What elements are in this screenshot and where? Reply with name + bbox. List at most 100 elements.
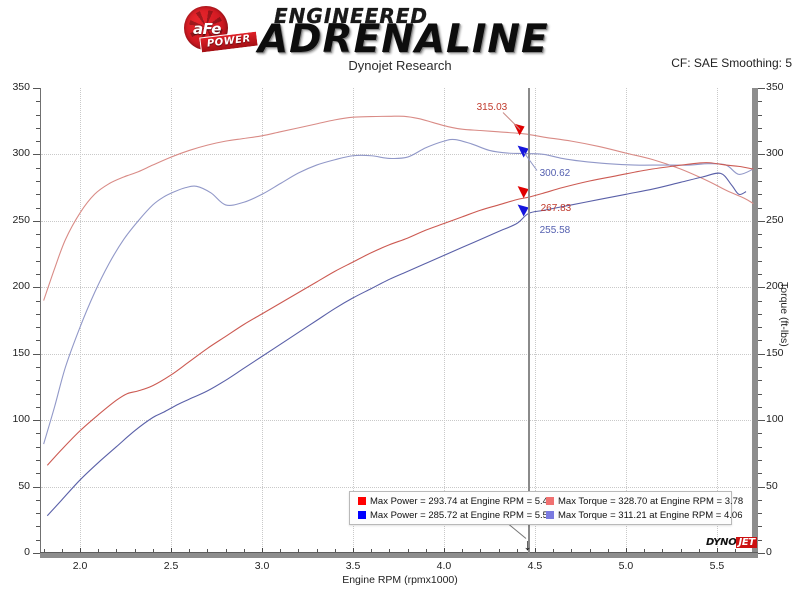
- y-tick: [758, 287, 765, 289]
- x-minor-tick: [735, 549, 737, 553]
- x-tick: [80, 548, 82, 553]
- legend-box: Max Power = 293.74 at Engine RPM = 5.46 …: [349, 491, 743, 525]
- y-tick: [33, 486, 40, 488]
- y-minor-tick: [36, 194, 40, 196]
- series-line-2: [46, 161, 754, 466]
- afe-power-logo: aFe POWER: [178, 6, 270, 54]
- brand-block: aFe POWER ENGINEERED ADRENALINE: [178, 4, 608, 60]
- x-minor-tick: [98, 549, 100, 553]
- y-minor-tick: [758, 101, 762, 103]
- y-minor-tick: [36, 247, 40, 249]
- curve-canvas: [43, 115, 754, 517]
- y-axis-right-label: 50: [766, 479, 778, 492]
- readout-marker-torque_red: [513, 123, 525, 136]
- readout-marker-power_red: [517, 186, 529, 199]
- x-minor-tick: [43, 549, 45, 553]
- gridline-h: [41, 287, 757, 289]
- y-minor-tick: [36, 393, 40, 395]
- y-tick: [33, 287, 40, 289]
- x-minor-tick: [480, 549, 482, 553]
- x-tick: [716, 548, 718, 553]
- y-minor-tick: [36, 526, 40, 528]
- y-minor-tick: [758, 114, 762, 116]
- y-minor-tick: [758, 194, 762, 196]
- y-axis-right-label: 150: [766, 346, 784, 359]
- y-tick: [758, 353, 765, 355]
- y-minor-tick: [758, 499, 762, 501]
- x-minor-tick: [462, 549, 464, 553]
- legend-swatch-0: [358, 497, 366, 505]
- chart-subtitle: Dynojet Research: [348, 58, 452, 73]
- x-minor-tick: [189, 549, 191, 553]
- y-axis-left-line: [40, 88, 41, 553]
- gridline-v: [262, 88, 263, 553]
- x-minor-tick: [698, 549, 700, 553]
- series-line-0: [43, 115, 754, 301]
- y-axis-right-label: 350: [766, 81, 784, 93]
- x-minor-tick: [134, 549, 136, 553]
- cf-smoothing-text: CF: SAE Smoothing: 5: [671, 56, 792, 70]
- legend-row-2: Max Torque = 328.70 at Engine RPM = 3.78: [546, 496, 743, 510]
- y-minor-tick: [36, 300, 40, 302]
- y-minor-tick: [36, 513, 40, 515]
- y-minor-tick: [36, 234, 40, 236]
- legend-swatch-3: [546, 511, 554, 519]
- y-minor-tick: [758, 274, 762, 275]
- y-minor-tick: [758, 127, 762, 129]
- y-minor-tick: [758, 300, 762, 302]
- y-axis-left-label: 250: [12, 213, 30, 226]
- y-axis-left-label: 100: [12, 413, 30, 426]
- y-tick: [758, 154, 765, 156]
- x-minor-tick: [589, 549, 591, 553]
- x-minor-tick: [280, 549, 282, 553]
- legend-row-0: Max Power = 293.74 at Engine RPM = 5.46: [358, 496, 553, 510]
- y-tick: [758, 420, 765, 422]
- series-line-3: [46, 172, 747, 517]
- y-minor-tick: [758, 340, 762, 342]
- x-minor-tick: [553, 549, 555, 553]
- y-axis-left-label: 0: [24, 546, 30, 558]
- x-tick: [534, 548, 536, 553]
- y-minor-tick: [758, 380, 762, 382]
- y-minor-tick: [758, 327, 762, 329]
- x-minor-tick: [644, 549, 646, 553]
- y-minor-tick: [36, 260, 40, 262]
- x-minor-tick: [116, 549, 118, 553]
- y-minor-tick: [758, 539, 762, 541]
- y-axis-right-label: 200: [766, 280, 784, 293]
- y-minor-tick: [36, 101, 40, 103]
- y-minor-tick: [36, 446, 40, 448]
- y-minor-tick: [36, 380, 40, 382]
- x-minor-tick: [498, 549, 500, 553]
- y-minor-tick: [758, 433, 762, 435]
- y-tick: [33, 553, 40, 554]
- legend-label-1: Max Power = 285.72 at Engine RPM = 5.52: [370, 510, 554, 521]
- x-minor-tick: [662, 549, 664, 553]
- afe-circle-icon: [184, 6, 228, 50]
- x-tick: [625, 548, 627, 553]
- x-tick: [353, 548, 354, 553]
- y-minor-tick: [758, 313, 762, 315]
- y-tick: [33, 154, 40, 156]
- legend-swatch-2: [546, 497, 554, 505]
- dynojet-watermark-part1: DYNO: [706, 537, 737, 548]
- y-axis-right-bar: [752, 88, 758, 553]
- dynojet-watermark: DYNO JET: [706, 537, 757, 548]
- x-minor-tick: [207, 549, 209, 553]
- y-axis-left-label: 300: [12, 147, 30, 160]
- brand-engineered-text: ENGINEERED: [274, 4, 428, 28]
- gridline-h: [41, 420, 757, 422]
- y-minor-tick: [758, 473, 762, 475]
- afe-logo-text: aFe: [193, 20, 221, 38]
- y-minor-tick: [36, 406, 40, 408]
- cursor-line[interactable]: [527, 88, 530, 553]
- x-axis-label: 2.5: [163, 560, 179, 572]
- y-minor-tick: [758, 406, 762, 408]
- legend-row-3: Max Torque = 311.21 at Engine RPM = 4.06: [546, 510, 743, 524]
- y-tick: [33, 420, 40, 422]
- x-axis-label: 3.0: [254, 560, 270, 572]
- legend-row-1: Max Power = 285.72 at Engine RPM = 5.52: [358, 510, 553, 524]
- plot-area: 0 0 50 50 100 100 150 150 200 200 250 250 300 300 350 3…: [0, 81, 800, 586]
- x-axis-label: 2.0: [72, 560, 88, 572]
